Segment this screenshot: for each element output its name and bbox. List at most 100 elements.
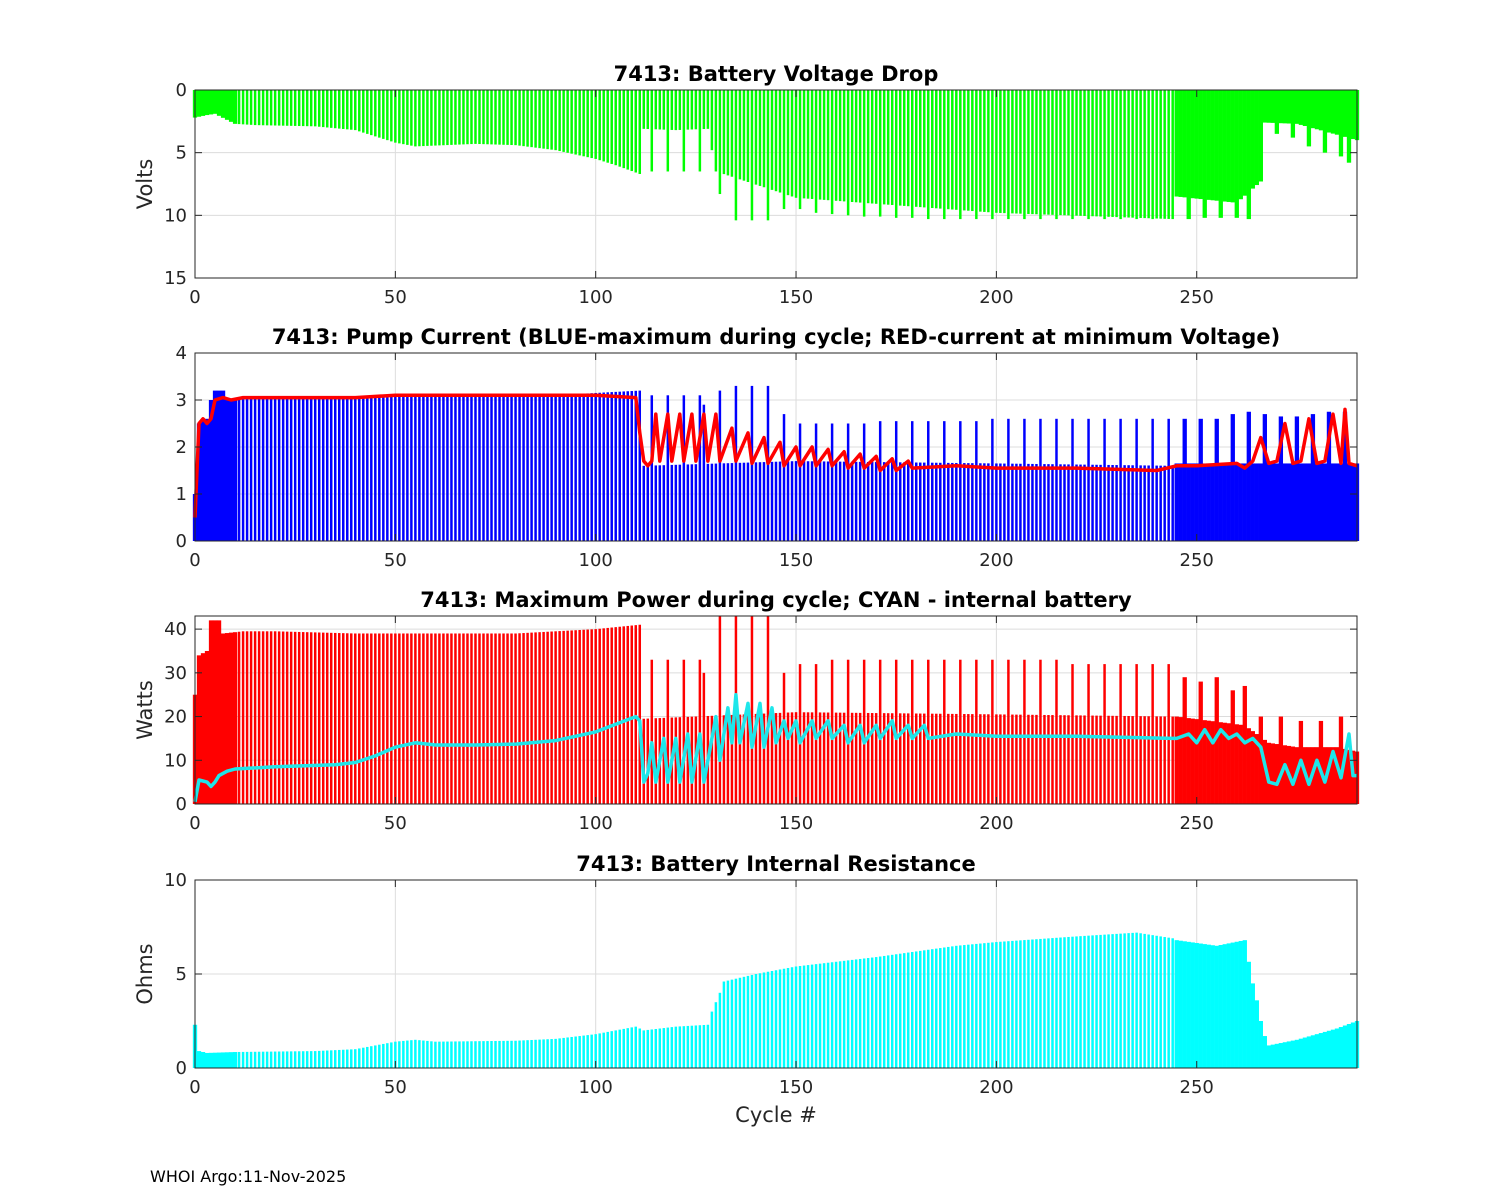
bar bbox=[686, 90, 690, 130]
bar bbox=[734, 90, 738, 221]
bar bbox=[882, 955, 886, 1068]
bar bbox=[1218, 463, 1223, 541]
bar bbox=[678, 717, 682, 804]
bar bbox=[979, 943, 982, 1068]
bar bbox=[730, 979, 734, 1068]
bar bbox=[842, 712, 846, 804]
bar bbox=[830, 90, 834, 215]
bar bbox=[778, 712, 782, 804]
bar bbox=[354, 633, 357, 804]
y-tick-label: 3 bbox=[176, 390, 187, 411]
bar bbox=[518, 395, 521, 541]
bar bbox=[1103, 418, 1106, 541]
bar bbox=[342, 396, 345, 541]
bar bbox=[522, 90, 525, 147]
bar bbox=[1234, 90, 1239, 218]
bar bbox=[490, 90, 493, 145]
bar bbox=[790, 712, 794, 804]
bar bbox=[718, 992, 722, 1068]
bar bbox=[1015, 463, 1018, 541]
bar bbox=[862, 423, 866, 541]
x-tick-label: 250 bbox=[1180, 1077, 1214, 1098]
bar bbox=[538, 1039, 541, 1068]
bar bbox=[758, 462, 762, 541]
bar bbox=[338, 633, 341, 804]
bar bbox=[678, 1026, 682, 1068]
bar bbox=[1186, 941, 1191, 1068]
bar bbox=[898, 713, 902, 804]
bar bbox=[434, 633, 437, 804]
bar bbox=[742, 714, 746, 804]
bar bbox=[422, 395, 425, 541]
bar bbox=[526, 632, 529, 804]
bar bbox=[297, 397, 301, 541]
bar bbox=[642, 90, 646, 129]
bar bbox=[366, 1046, 369, 1068]
bar bbox=[196, 423, 202, 541]
bar bbox=[846, 423, 850, 541]
axes-box bbox=[194, 615, 1358, 805]
x-tick-label: 50 bbox=[384, 550, 407, 571]
bar bbox=[249, 90, 253, 125]
bar bbox=[654, 1028, 658, 1068]
bar bbox=[1067, 464, 1070, 541]
bar bbox=[1007, 90, 1010, 220]
bar bbox=[766, 616, 770, 804]
bar bbox=[987, 942, 990, 1068]
bar bbox=[1163, 716, 1166, 804]
bar bbox=[650, 659, 654, 804]
bar bbox=[498, 90, 501, 145]
bar bbox=[638, 624, 642, 804]
bar bbox=[1027, 939, 1030, 1068]
bar bbox=[802, 90, 806, 199]
bar bbox=[454, 395, 457, 541]
bar bbox=[1171, 938, 1174, 1068]
bar bbox=[806, 712, 810, 804]
bar bbox=[770, 90, 774, 190]
bar bbox=[346, 90, 349, 130]
bar bbox=[486, 90, 489, 145]
bar bbox=[358, 1048, 361, 1068]
bar bbox=[1155, 935, 1158, 1068]
bar bbox=[935, 713, 938, 804]
bar bbox=[526, 1040, 529, 1068]
bar bbox=[678, 464, 682, 541]
bar bbox=[434, 1041, 437, 1068]
bar bbox=[1218, 90, 1223, 218]
bar bbox=[626, 625, 629, 804]
bar bbox=[1222, 90, 1227, 202]
bar bbox=[232, 1052, 238, 1068]
bar bbox=[1119, 664, 1122, 804]
bar bbox=[794, 712, 798, 804]
bar bbox=[666, 395, 670, 541]
bar bbox=[1171, 465, 1174, 541]
bar bbox=[1270, 1044, 1276, 1068]
y-tick-label: 5 bbox=[176, 964, 187, 985]
bar bbox=[822, 712, 826, 804]
bar bbox=[662, 717, 666, 804]
bar bbox=[228, 90, 234, 122]
bar bbox=[1047, 464, 1050, 541]
bar bbox=[498, 395, 501, 541]
bar bbox=[1310, 90, 1316, 129]
bar bbox=[991, 90, 994, 220]
bar bbox=[289, 1051, 293, 1068]
bar bbox=[1027, 463, 1030, 541]
bar bbox=[1103, 90, 1106, 220]
bar bbox=[870, 90, 874, 204]
bar bbox=[1027, 90, 1030, 214]
bar bbox=[257, 398, 261, 541]
bar bbox=[1346, 749, 1352, 804]
bar bbox=[1334, 1028, 1340, 1068]
bar bbox=[662, 1028, 666, 1068]
bar bbox=[622, 626, 625, 804]
bar bbox=[910, 659, 914, 804]
bar bbox=[694, 1025, 698, 1068]
bar bbox=[370, 90, 373, 136]
bar bbox=[518, 633, 521, 804]
bar bbox=[710, 715, 714, 804]
bar bbox=[542, 1039, 545, 1068]
bar bbox=[802, 712, 806, 804]
bar bbox=[1075, 936, 1078, 1068]
x-tick-label: 0 bbox=[189, 287, 200, 308]
